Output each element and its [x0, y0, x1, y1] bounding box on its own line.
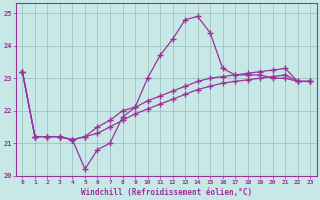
X-axis label: Windchill (Refroidissement éolien,°C): Windchill (Refroidissement éolien,°C) [81, 188, 252, 197]
